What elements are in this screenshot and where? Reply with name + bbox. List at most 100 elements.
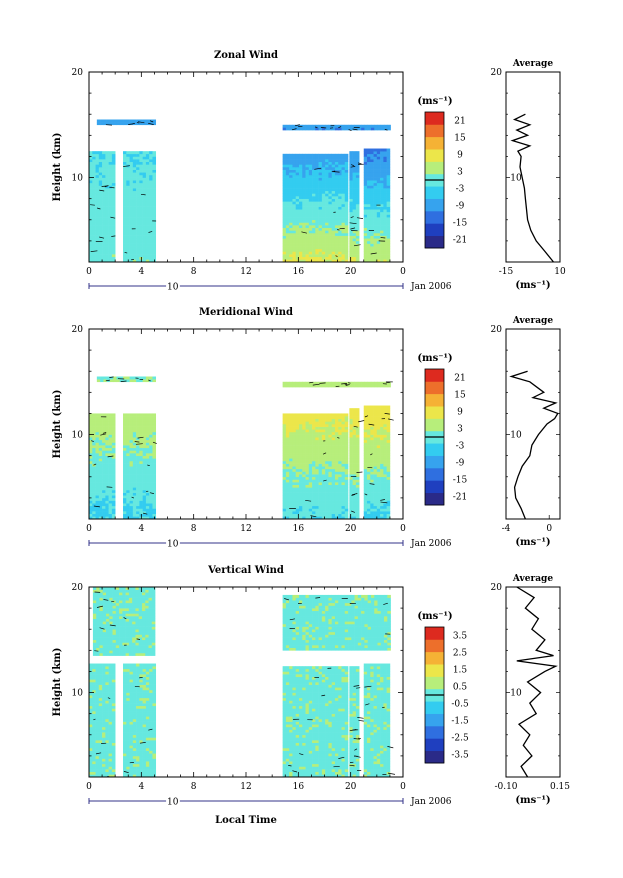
heatmap-cell	[146, 217, 150, 220]
heatmap-cell	[89, 233, 93, 236]
average-y-tick-label: 20	[491, 325, 503, 335]
heatmap-cell	[289, 188, 293, 191]
heatmap-cell	[387, 453, 391, 456]
heatmap-cell	[322, 464, 326, 467]
heatmap-cell	[356, 159, 360, 162]
heatmap-cell	[322, 244, 326, 247]
heatmap-cell	[338, 199, 342, 202]
heatmap-cell	[374, 382, 378, 385]
heatmap-cell	[335, 125, 339, 128]
heatmap-cell	[302, 503, 306, 506]
heatmap-cell	[315, 212, 319, 215]
heatmap-cell	[312, 159, 316, 162]
heatmap-cell	[96, 679, 100, 682]
heatmap-cell	[315, 204, 319, 207]
heatmap-cell	[387, 254, 391, 257]
heatmap-cell	[143, 164, 147, 167]
heatmap-cell	[136, 246, 140, 249]
heatmap-cell	[353, 167, 357, 170]
heatmap-cell	[315, 196, 319, 199]
heatmap-cell	[96, 180, 100, 183]
heatmap-cell	[296, 490, 300, 493]
heatmap-cell	[356, 212, 360, 215]
heatmap-cell	[374, 172, 378, 175]
heatmap-cell	[358, 127, 362, 130]
heatmap-cell	[319, 442, 323, 445]
heatmap-cell	[380, 419, 384, 422]
heatmap-cell	[356, 251, 360, 254]
heatmap-cell	[113, 377, 117, 380]
heatmap-cell	[345, 125, 349, 128]
heatmap-cell	[92, 196, 96, 199]
heatmap-cell	[315, 432, 319, 435]
heatmap-cell	[312, 458, 316, 461]
heatmap-cell	[383, 230, 387, 233]
heatmap-cell	[322, 511, 326, 514]
heatmap-cell	[99, 204, 103, 207]
colorbar-tick-label: 15	[454, 391, 466, 401]
heatmap-cell	[102, 217, 106, 220]
heatmap-cell	[387, 432, 391, 435]
heatmap-cell	[123, 193, 127, 196]
heatmap-cell	[338, 188, 342, 191]
heatmap-cell	[286, 448, 290, 451]
heatmap-cell	[123, 209, 127, 212]
heatmap-cell	[292, 514, 296, 517]
heatmap-cell	[107, 377, 111, 380]
heatmap-cell	[332, 183, 336, 186]
heatmap-cell	[139, 180, 143, 183]
heatmap-cell	[99, 677, 103, 680]
heatmap-cell	[332, 228, 336, 231]
heatmap-cell	[353, 159, 357, 162]
heatmap-cell	[89, 716, 93, 719]
heatmap-cell	[96, 474, 100, 477]
heatmap-cell	[381, 125, 385, 128]
heatmap-cell	[364, 222, 368, 225]
heatmap-cell	[325, 167, 329, 170]
heatmap-cell	[383, 421, 387, 424]
heatmap-cell	[289, 154, 293, 157]
heatmap-cell	[349, 440, 353, 443]
heatmap-cell	[152, 183, 156, 186]
heatmap-cell	[105, 154, 109, 157]
heatmap-cell	[353, 209, 357, 212]
heatmap-cell	[370, 199, 374, 202]
heatmap-cell	[332, 199, 336, 202]
heatmap-cell	[130, 377, 134, 380]
heatmap-cell	[143, 191, 147, 194]
heatmap-cell	[102, 477, 106, 480]
heatmap-cell	[139, 222, 143, 225]
heatmap-cell	[367, 233, 371, 236]
heatmap-cell	[370, 442, 374, 445]
heatmap-cell	[380, 429, 384, 432]
x-tick-label: 8	[191, 267, 197, 277]
heatmap-cell	[312, 482, 316, 485]
heatmap-cell	[319, 493, 323, 496]
heatmap-cell	[143, 220, 147, 223]
heatmap-cell	[364, 506, 368, 509]
heatmap-cell	[133, 188, 137, 191]
heatmap-cell	[370, 170, 374, 173]
heatmap-cell	[342, 233, 346, 236]
heatmap-cell	[306, 185, 310, 188]
heatmap-cell	[356, 511, 360, 514]
heatmap-cell	[139, 172, 143, 175]
heatmap-cell	[102, 677, 106, 680]
heatmap-cell	[325, 424, 329, 427]
heatmap-cell	[89, 236, 93, 239]
heatmap-cell	[89, 490, 93, 493]
heatmap-cell	[353, 162, 357, 165]
heatmap-cell	[133, 514, 137, 517]
heatmap-cell	[338, 196, 342, 199]
heatmap-cell	[143, 185, 147, 188]
heatmap-cell	[299, 472, 303, 475]
heatmap-cell	[338, 503, 342, 506]
heatmap-cell	[152, 199, 156, 202]
heatmap-cell	[342, 437, 346, 440]
heatmap-cell	[102, 769, 106, 772]
heatmap-cell	[322, 156, 326, 159]
heatmap-cell	[374, 180, 378, 183]
heatmap-cell	[302, 442, 306, 445]
heatmap-cell	[387, 424, 391, 427]
